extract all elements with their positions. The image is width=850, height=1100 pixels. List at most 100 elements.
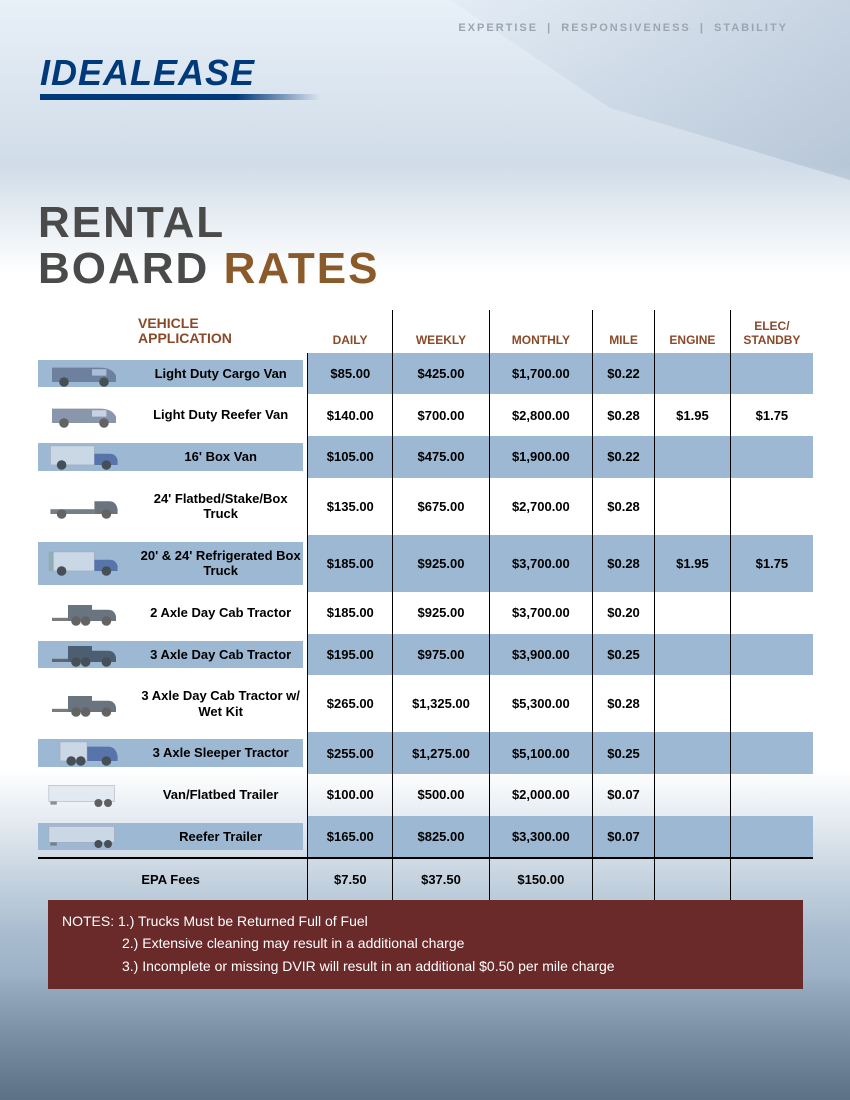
notes-item-3: 3.) Incomplete or missing DVIR will resu… — [62, 958, 615, 974]
cell-daily: $265.00 — [308, 675, 393, 732]
cell-fee-name: EPA Fees — [38, 858, 308, 901]
cell-standby: $1.75 — [730, 535, 813, 592]
cell-weekly: $925.00 — [393, 535, 489, 592]
rates-table-container: VEHICLE APPLICATION DAILY WEEKLY MONTHLY… — [38, 310, 813, 942]
cell-vehicle: 16' Box Van — [38, 436, 308, 478]
cell-daily: $255.00 — [308, 732, 393, 774]
table-row: 3 Axle Sleeper Tractor $255.00 $1,275.00… — [38, 732, 813, 774]
cell-mile: $0.28 — [593, 535, 655, 592]
cell-monthly: $2,700.00 — [489, 478, 592, 535]
cell-vehicle: 3 Axle Day Cab Tractor w/ Wet Kit — [38, 675, 308, 732]
cell-monthly: $3,700.00 — [489, 535, 592, 592]
tagline-b: RESPONSIVENESS — [561, 22, 690, 34]
cell-vehicle: Light Duty Reefer Van — [38, 394, 308, 436]
cell-weekly: $925.00 — [393, 592, 489, 634]
cell-standby — [730, 478, 813, 535]
col-monthly: MONTHLY — [489, 310, 592, 353]
tagline: EXPERTISE | RESPONSIVENESS | STABILITY — [456, 22, 790, 34]
cell-engine — [655, 478, 731, 535]
title-line2b: RATES — [224, 244, 380, 293]
cell-standby — [730, 353, 813, 395]
cell-weekly: $700.00 — [393, 394, 489, 436]
col-daily: DAILY — [308, 310, 393, 353]
col-engine: ENGINE — [655, 310, 731, 353]
tagline-a: EXPERTISE — [458, 22, 538, 34]
cell-daily: $185.00 — [308, 535, 393, 592]
cell-daily: $105.00 — [308, 436, 393, 478]
cell-vehicle: Light Duty Cargo Van — [38, 353, 308, 395]
cell-mile: $0.20 — [593, 592, 655, 634]
table-row: Light Duty Reefer Van $140.00 $700.00 $2… — [38, 394, 813, 436]
cell-monthly: $3,700.00 — [489, 592, 592, 634]
background-road — [0, 980, 850, 1100]
cell-vehicle: 20' & 24' Refrigerated Box Truck — [38, 535, 308, 592]
truck-icon — [44, 441, 124, 473]
cell-monthly: $2,000.00 — [489, 774, 592, 816]
cell-daily: $7.50 — [308, 858, 393, 901]
cell-weekly: $425.00 — [393, 353, 489, 395]
col-weekly: WEEKLY — [393, 310, 489, 353]
tagline-sep: | — [700, 22, 705, 34]
cell-weekly: $675.00 — [393, 478, 489, 535]
cell-weekly: $975.00 — [393, 634, 489, 676]
table-row: Van/Flatbed Trailer $100.00 $500.00 $2,0… — [38, 774, 813, 816]
table-row: 3 Axle Day Cab Tractor $195.00 $975.00 $… — [38, 634, 813, 676]
truck-icon — [44, 688, 124, 720]
cell-weekly: $500.00 — [393, 774, 489, 816]
col-vehicle: VEHICLE APPLICATION — [38, 310, 308, 353]
cell-engine — [655, 858, 731, 901]
title-line2a: BOARD — [38, 244, 224, 293]
cell-weekly: $1,275.00 — [393, 732, 489, 774]
cell-daily: $85.00 — [308, 353, 393, 395]
cell-standby: $1.75 — [730, 394, 813, 436]
cell-monthly: $5,300.00 — [489, 675, 592, 732]
notes-item-1: 1.) Trucks Must be Returned Full of Fuel — [118, 913, 368, 929]
cell-engine: $1.95 — [655, 535, 731, 592]
cell-vehicle: Van/Flatbed Trailer — [38, 774, 308, 816]
cell-mile: $0.28 — [593, 394, 655, 436]
cell-weekly: $1,325.00 — [393, 675, 489, 732]
cell-daily: $195.00 — [308, 634, 393, 676]
cell-standby — [730, 816, 813, 859]
cell-daily: $140.00 — [308, 394, 393, 436]
truck-icon — [44, 358, 124, 390]
cell-monthly: $3,300.00 — [489, 816, 592, 859]
cell-weekly: $825.00 — [393, 816, 489, 859]
table-row: 2 Axle Day Cab Tractor $185.00 $925.00 $… — [38, 592, 813, 634]
table-row: Light Duty Cargo Van $85.00 $425.00 $1,7… — [38, 353, 813, 395]
cell-daily: $165.00 — [308, 816, 393, 859]
notes-item-2: 2.) Extensive cleaning may result in a a… — [62, 935, 464, 951]
truck-icon — [44, 737, 124, 769]
tagline-sep: | — [547, 22, 552, 34]
cell-vehicle: 3 Axle Day Cab Tractor — [38, 634, 308, 676]
table-row: 24' Flatbed/Stake/Box Truck $135.00 $675… — [38, 478, 813, 535]
cell-engine — [655, 675, 731, 732]
cell-engine — [655, 592, 731, 634]
cell-mile: $0.07 — [593, 816, 655, 859]
cell-standby — [730, 634, 813, 676]
cell-engine — [655, 436, 731, 478]
cell-engine — [655, 732, 731, 774]
fee-row: EPA Fees $7.50 $37.50 $150.00 — [38, 858, 813, 901]
brand-logo-underline — [40, 94, 320, 100]
cell-monthly: $5,100.00 — [489, 732, 592, 774]
cell-engine: $1.95 — [655, 394, 731, 436]
truck-icon — [44, 597, 124, 629]
cell-engine — [655, 816, 731, 859]
cell-daily: $185.00 — [308, 592, 393, 634]
col-standby: ELEC/ STANDBY — [730, 310, 813, 353]
cell-vehicle: 24' Flatbed/Stake/Box Truck — [38, 478, 308, 535]
notes-label: NOTES: — [62, 913, 114, 929]
cell-mile: $0.22 — [593, 436, 655, 478]
cell-standby — [730, 774, 813, 816]
truck-icon — [44, 490, 124, 522]
table-row: Reefer Trailer $165.00 $825.00 $3,300.00… — [38, 816, 813, 859]
cell-mile — [593, 858, 655, 901]
cell-mile: $0.28 — [593, 478, 655, 535]
cell-vehicle: 3 Axle Sleeper Tractor — [38, 732, 308, 774]
cell-vehicle: Reefer Trailer — [38, 816, 308, 859]
cell-monthly: $3,900.00 — [489, 634, 592, 676]
cell-monthly: $1,900.00 — [489, 436, 592, 478]
cell-mile: $0.25 — [593, 634, 655, 676]
cell-mile: $0.25 — [593, 732, 655, 774]
